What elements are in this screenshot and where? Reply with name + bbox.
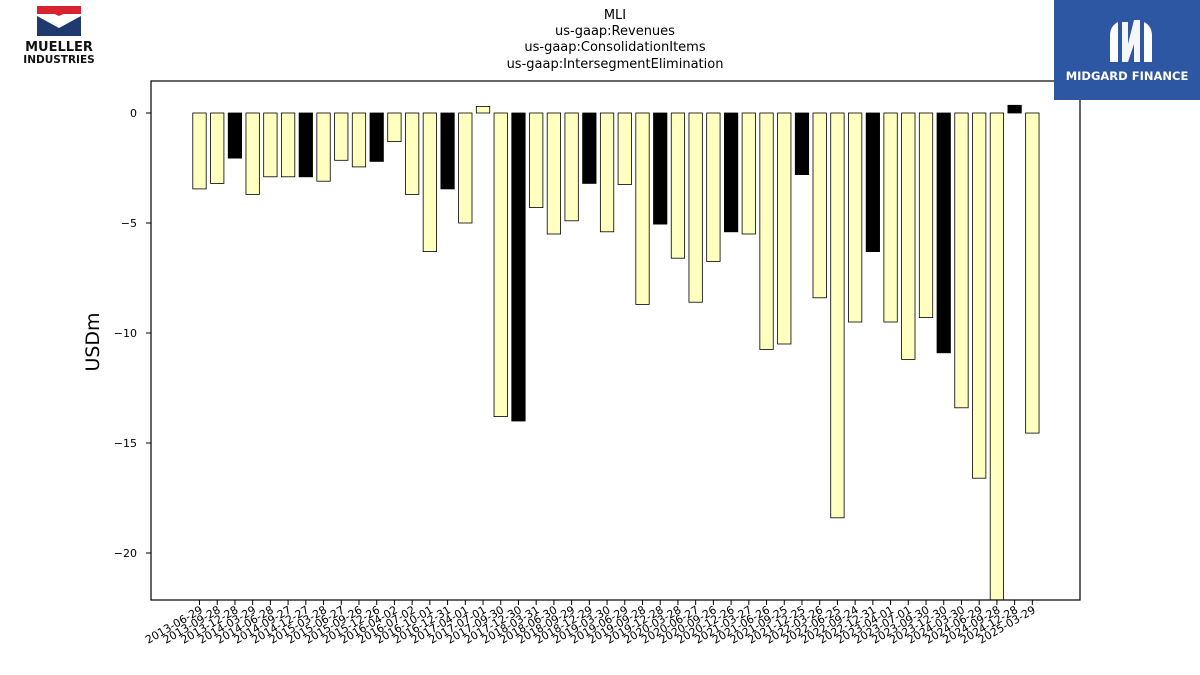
y-tick-label: −10 <box>114 327 137 340</box>
bar-2020-09-26 <box>706 112 721 262</box>
bar-2015-03-28 <box>316 112 331 182</box>
bar-2013-06-29 <box>192 112 207 190</box>
bar-2017-04-01 <box>458 112 473 224</box>
bar-2023-04-01 <box>883 112 898 323</box>
bar-2016-04-02 <box>387 112 402 143</box>
bar-2014-03-29 <box>245 112 260 195</box>
y-axis-label: USDm <box>82 312 104 371</box>
bar-2021-06-26 <box>759 112 774 350</box>
bar-2016-07-02 <box>405 112 420 195</box>
chart-title-line: MLI <box>604 8 626 23</box>
bar-2018-06-30 <box>546 112 562 235</box>
bar-2015-09-26 <box>351 112 367 168</box>
y-tick-label: −20 <box>114 547 137 560</box>
bar-2024-03-30 <box>954 112 969 409</box>
bar-2025-03-29 <box>1025 112 1040 434</box>
bar-2017-07-01 <box>475 106 491 114</box>
bar-2019-09-28 <box>635 112 650 305</box>
bar-2016-10-01 <box>422 112 437 253</box>
mueller-industries-logo: MUELLER INDUSTRIES <box>18 6 100 66</box>
chart-title-line: us-gaap:ConsolidationItems <box>524 40 705 55</box>
bar-2019-06-29 <box>617 112 632 185</box>
bar-2020-12-26 <box>724 112 739 233</box>
bar-2019-03-30 <box>599 112 615 233</box>
logo-line1: MUELLER <box>25 40 93 55</box>
bar-2023-12-30 <box>936 112 951 354</box>
bar-2015-06-27 <box>334 112 349 161</box>
logo-line2: INDUSTRIES <box>23 54 94 66</box>
bar-2023-09-30 <box>918 112 934 319</box>
bar-2014-12-27 <box>298 112 313 178</box>
bar-2017-12-30 <box>511 112 526 422</box>
bar-2013-09-28 <box>210 112 225 184</box>
bar-2023-07-01 <box>901 112 916 360</box>
bar-2024-06-29 <box>972 112 987 479</box>
chart-title-line: us-gaap:IntersegmentElimination <box>507 57 724 72</box>
bar-2016-12-31 <box>440 112 455 190</box>
bar-2022-09-24 <box>848 112 863 323</box>
y-tick-label: −15 <box>114 437 137 450</box>
y-tick-label: −5 <box>121 217 137 230</box>
bar-2021-12-25 <box>794 112 810 175</box>
bar-2018-09-29 <box>564 112 579 222</box>
bar-2015-12-26 <box>369 112 384 162</box>
bar-2014-06-28 <box>263 112 278 178</box>
bar-2018-12-29 <box>582 112 597 184</box>
midgard-logo-text: MIDGARD FINANCE <box>1066 69 1189 83</box>
bar-2020-03-28 <box>670 112 686 259</box>
bar-2014-09-27 <box>280 112 296 178</box>
bar-2019-12-28 <box>653 112 668 225</box>
bar-2020-06-27 <box>688 112 703 303</box>
midgard-logo-icon: MIDGARD FINANCE <box>1066 20 1189 83</box>
mueller-logo-icon: MUELLER INDUSTRIES <box>23 6 95 66</box>
x-axis: 2013-06-292013-09-282013-12-282014-03-29… <box>143 600 1038 647</box>
bar-2021-09-25 <box>777 112 792 345</box>
bar-2022-12-31 <box>865 112 880 253</box>
bar-2024-09-28 <box>989 112 1005 601</box>
bars <box>192 104 1040 601</box>
chart-title: MLI us-gaap:Revenues us-gaap:Consolidati… <box>507 8 724 72</box>
midgard-finance-logo: MIDGARD FINANCE <box>1054 0 1200 100</box>
bar-2013-12-28 <box>227 112 243 159</box>
bar-2022-03-26 <box>812 112 827 299</box>
bar-2017-09-30 <box>493 112 508 418</box>
y-axis: 0 −5 −10 −15 −20 <box>114 107 151 560</box>
plot-frame <box>150 80 1081 601</box>
y-tick-label: 0 <box>130 107 137 120</box>
bar-2021-03-27 <box>741 112 756 235</box>
bar-2018-03-31 <box>529 112 544 208</box>
chart-title-line: us-gaap:Revenues <box>555 24 675 39</box>
bar-2022-06-25 <box>830 112 845 519</box>
bar-2024-12-28 <box>1007 104 1022 114</box>
